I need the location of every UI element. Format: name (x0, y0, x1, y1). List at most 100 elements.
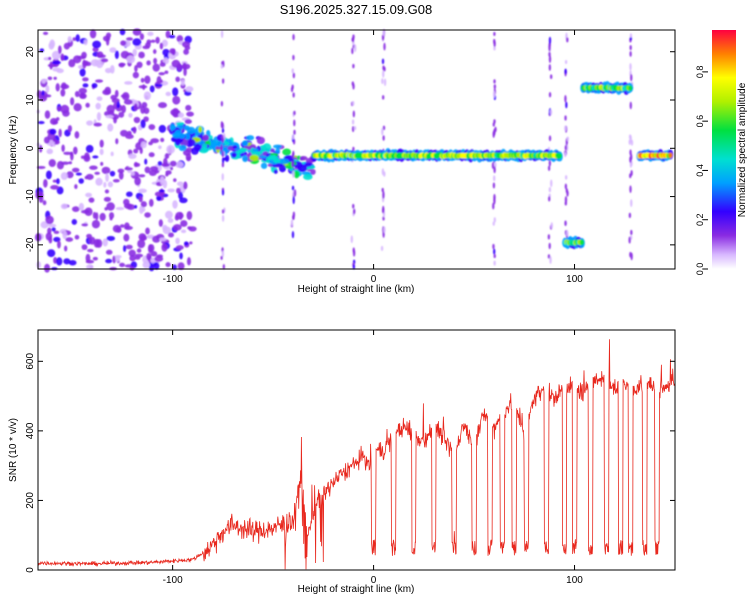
heatmap-cell (550, 222, 553, 229)
heatmap-cell (187, 226, 192, 230)
heatmap-y-tick-label: 0 (25, 145, 36, 151)
heatmap-cell (493, 40, 496, 48)
heatmap-cell (172, 107, 179, 114)
heatmap-cell (548, 159, 552, 167)
heatmap-cell (123, 245, 127, 253)
heatmap-cell (381, 95, 385, 100)
heatmap-cell (290, 219, 294, 227)
heatmap-cell (110, 151, 114, 157)
heatmap-cell (159, 42, 164, 50)
heatmap-cell (136, 61, 143, 69)
heatmap-cell (353, 208, 356, 215)
heatmap-cell (42, 200, 47, 206)
heatmap-cell (45, 215, 54, 225)
heatmap-cell (548, 242, 551, 250)
colorbar-tick-label: 0.4 (695, 164, 705, 177)
heatmap-cell (173, 178, 177, 183)
heatmap-cell (493, 260, 496, 266)
heatmap-cell (86, 120, 94, 126)
heatmap-cell (221, 173, 224, 181)
heatmap-cell (87, 248, 94, 253)
heatmap-cell (149, 198, 154, 207)
heatmap-cell (303, 173, 313, 180)
heatmap-cell (79, 68, 86, 77)
heatmap-cell (36, 165, 46, 170)
heatmap-cell (566, 37, 569, 43)
heatmap-cell (48, 223, 57, 228)
heatmap-cell (492, 243, 495, 250)
colorbar-gradient (712, 30, 736, 269)
heatmap-cell (44, 94, 52, 98)
heatmap-cell (492, 90, 496, 98)
heatmap-cell (231, 152, 237, 158)
heatmap-cell (629, 101, 632, 110)
heatmap-cell (186, 111, 194, 117)
snr-plot-area (38, 330, 675, 570)
heatmap-y-tick-label: -10 (25, 189, 36, 204)
snr-x-axis-label: Height of straight line (km) (298, 584, 415, 595)
heatmap-cell (52, 60, 61, 65)
heatmap-cell (153, 262, 160, 270)
heatmap-cell (210, 140, 218, 148)
heatmap-cell (73, 103, 82, 112)
heatmap-cell (221, 150, 225, 158)
heatmap-cell (221, 189, 225, 196)
heatmap-cell (628, 134, 632, 140)
heatmap-x-tick-label: -100 (163, 274, 183, 285)
heatmap-cell (58, 45, 62, 54)
heatmap-cell (491, 162, 495, 170)
heatmap-cell (150, 39, 156, 43)
heatmap-x-axis-label: Height of straight line (km) (298, 284, 415, 295)
heatmap-cell (549, 109, 553, 116)
heatmap-cell (153, 57, 158, 65)
heatmap-cell (139, 33, 145, 41)
heatmap-cell (184, 119, 192, 124)
heatmap-cell (51, 227, 56, 232)
heatmap-cell (115, 206, 125, 211)
heatmap-cell (564, 151, 567, 158)
heatmap-cell (169, 123, 176, 131)
heatmap-cell (123, 203, 133, 209)
heatmap-cell (564, 175, 568, 180)
heatmap-cell (118, 62, 125, 68)
heatmap-cell (352, 264, 356, 270)
heatmap-cell (178, 144, 187, 152)
heatmap-cell (47, 76, 53, 81)
heatmap-cell (53, 230, 60, 235)
heatmap-cell (548, 187, 552, 193)
heatmap-cell (224, 154, 230, 163)
heatmap-cell (158, 124, 167, 133)
heatmap-cell (165, 91, 172, 97)
colorbar-tick-label: 0.8 (695, 66, 705, 79)
heatmap-cell (91, 219, 101, 229)
heatmap-cell (107, 123, 114, 132)
heatmap-cell (220, 146, 223, 152)
heatmap-cell (44, 110, 51, 119)
heatmap-cell (189, 241, 193, 245)
heatmap-cell (221, 134, 224, 142)
heatmap-cell (86, 264, 94, 270)
heatmap-cell (174, 139, 181, 146)
heatmap-cell (159, 176, 165, 186)
heatmap-cell (180, 229, 187, 234)
heatmap-cell (139, 205, 144, 214)
heatmap-cell (125, 244, 133, 250)
heatmap-cell (492, 202, 495, 210)
heatmap-cell (53, 76, 57, 80)
heatmap-cell (549, 256, 552, 264)
heatmap-cell (82, 83, 89, 88)
heatmap-cell (132, 28, 142, 36)
heatmap-cell (51, 50, 61, 60)
heatmap-cell (63, 258, 71, 265)
heatmap-cell (81, 244, 88, 251)
heatmap-cell (557, 153, 563, 159)
heatmap-cell (126, 191, 133, 197)
heatmap-cell (164, 152, 170, 159)
heatmap-cell (92, 155, 99, 159)
heatmap-cell (548, 36, 552, 45)
heatmap-cell (119, 262, 125, 268)
heatmap-cell (186, 210, 193, 220)
heatmap-cell (144, 166, 151, 174)
heatmap-cell (304, 162, 313, 167)
heatmap-cell (221, 78, 225, 84)
